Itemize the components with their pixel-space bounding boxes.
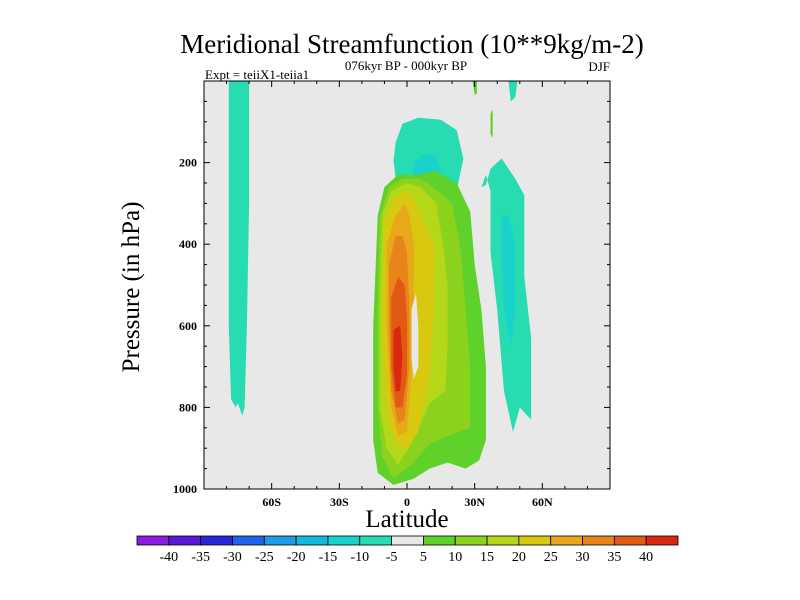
contour-northern-cell-inner [501, 215, 516, 347]
colorbar-swatch [423, 535, 456, 546]
colorbar-swatch [200, 535, 233, 546]
y-tick-label: 400 [179, 237, 197, 251]
colorbar-label: 10 [448, 550, 462, 565]
colorbar-label: 20 [512, 550, 526, 565]
contour-top-cell-b [472, 81, 477, 96]
colorbar-swatch [232, 535, 265, 546]
y-tick-label: 600 [179, 319, 197, 333]
colorbar-swatch [263, 535, 297, 546]
colorbar-swatch [613, 535, 647, 546]
colorbar-swatch [359, 535, 392, 546]
colorbar-label: -40 [159, 550, 178, 565]
y-tick-label: 800 [179, 400, 197, 414]
x-tick-label: 60N [532, 495, 553, 509]
x-tick-label: 0 [404, 495, 410, 509]
colorbar-swatch [486, 535, 520, 546]
y-axis-label: Pressure (in hPa) [118, 202, 145, 373]
colorbar-swatch [295, 535, 329, 546]
x-axis: 60S 30S 0 30N 60N [203, 81, 611, 509]
x-tick-label: 30S [330, 495, 349, 509]
colorbar-label: -10 [350, 550, 369, 565]
y-tick-label: 1000 [173, 482, 197, 496]
colorbar-label: -25 [255, 550, 274, 565]
y-axis: 200 400 600 800 1000 [173, 80, 610, 496]
colorbar-swatch [136, 535, 170, 546]
colorbar-label: -5 [386, 550, 398, 565]
contour-hadley-inner-white [411, 293, 419, 379]
colorbar-swatch [645, 535, 679, 546]
colorbar-label: -35 [191, 550, 210, 565]
colorbar-label: 25 [544, 550, 558, 565]
colorbar-label: 15 [480, 550, 494, 565]
experiment-label: Expt = teiiX1-teiia1 [205, 67, 309, 82]
colorbar-swatch [550, 535, 583, 546]
x-tick-label: 30N [464, 495, 485, 509]
colorbar-swatch [454, 535, 488, 546]
colorbar-label: 5 [420, 550, 427, 565]
x-axis-label: Latitude [365, 506, 448, 533]
colorbar-swatch [518, 535, 552, 546]
colorbar-swatch [391, 535, 424, 546]
colorbar-label: -15 [319, 550, 338, 565]
y-tick-label: 200 [179, 156, 197, 170]
colorbar-label: -30 [223, 550, 242, 565]
colorbar-label: 40 [639, 550, 653, 565]
colorbar-label: 35 [607, 550, 621, 565]
colorbar-swatch [327, 535, 361, 546]
contour-southern-cell [228, 81, 250, 416]
colorbar-label: -20 [287, 550, 306, 565]
period-label: 076kyr BP - 000kyr BP [345, 58, 467, 73]
colorbar: -40 -35 -30 -25 -20 -15 -10 -5 5 10 15 20 25 30 35 40 [136, 535, 679, 565]
chart-title: Meridional Streamfunction (10**9kg/m-2) [180, 29, 643, 59]
colorbar-swatch [168, 535, 202, 546]
contour-top-cell-c [490, 109, 493, 139]
season-label: DJF [588, 59, 610, 74]
contour-hadley-40 [393, 325, 403, 392]
x-tick-label: 60S [262, 495, 281, 509]
contour-top-cell-a [508, 81, 518, 102]
colorbar-swatch [582, 535, 615, 546]
plot-area [203, 80, 611, 490]
colorbar-label: 30 [576, 550, 590, 565]
